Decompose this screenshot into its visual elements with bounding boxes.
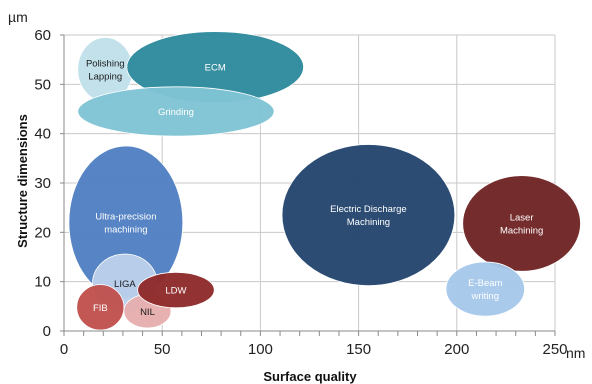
- bubble-label: Machining: [500, 225, 543, 236]
- x-tick-label: 150: [346, 341, 371, 358]
- y-tick-label: 10: [34, 274, 51, 291]
- y-axis-title: Structure dimensions: [15, 114, 30, 248]
- bubble-laser-machining: Laser Machining: [462, 175, 581, 272]
- y-tick-label: 30: [34, 175, 51, 192]
- axes: [60, 34, 556, 336]
- y-tick-label: 40: [34, 126, 51, 143]
- bubble-label: Lapping: [88, 72, 122, 83]
- bubbles: Polishing Lapping ECM Grinding Ultra-precisi…: [68, 31, 581, 331]
- y-axis-unit: µm: [8, 9, 28, 25]
- x-tick-label: 200: [444, 341, 469, 358]
- x-axis-unit: nm: [566, 345, 585, 361]
- bubble-label: FIB: [93, 303, 108, 314]
- bubble-shape: [76, 284, 125, 331]
- bubble-label: Polishing: [86, 59, 125, 70]
- bubble-label: writing: [471, 291, 499, 302]
- bubble-fib: FIB: [76, 284, 125, 331]
- bubble-label: Ultra-precision: [95, 211, 156, 222]
- x-tick-label: 0: [60, 341, 68, 358]
- x-tick-label: 100: [248, 341, 273, 358]
- bubble-label: machining: [104, 224, 147, 235]
- bubble-shape: [137, 271, 215, 309]
- bubble-label: NIL: [140, 307, 155, 318]
- x-tick-label: 250: [542, 341, 567, 358]
- y-tick-label: 0: [43, 323, 51, 340]
- bubble-label: E-Beam: [468, 278, 502, 289]
- bubble-label: Laser: [510, 212, 534, 223]
- bubble-shape: [445, 261, 525, 317]
- bubble-shape: [281, 144, 456, 287]
- bubble-label: ECM: [205, 63, 226, 74]
- bubble-label: LDW: [165, 286, 186, 297]
- bubble-grinding: Grinding: [77, 86, 275, 137]
- bubble-label: Grinding: [158, 107, 194, 118]
- tick-labels: 0 50 100 150 200 250 0 10 20 30 40 50 60: [34, 27, 567, 358]
- bubble-e-beam-writing: E-Beam writing: [445, 261, 525, 317]
- bubble-label: Machining: [347, 217, 390, 228]
- bubble-label: LIGA: [114, 279, 136, 290]
- bubble-label: Electric Discharge: [330, 204, 407, 215]
- y-tick-label: 20: [34, 224, 51, 241]
- x-tick-label: 50: [154, 341, 171, 358]
- bubble-ldw: LDW: [137, 271, 215, 309]
- bubble-electric-discharge-machining: Electric Discharge Machining: [281, 144, 456, 287]
- y-tick-label: 60: [34, 27, 51, 44]
- bubble-shape: [462, 175, 581, 272]
- x-axis-title: Surface quality: [263, 369, 357, 384]
- bubble-shape: [77, 86, 275, 137]
- y-tick-label: 50: [34, 76, 51, 93]
